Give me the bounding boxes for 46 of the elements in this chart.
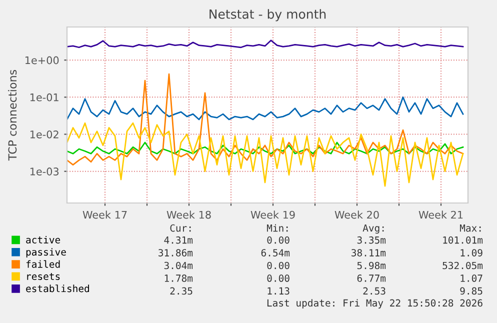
legend-label: established <box>26 284 89 292</box>
text: 5.98m <box>357 262 386 270</box>
text: Avg: <box>362 224 384 234</box>
x-tick-label: Week 19 <box>250 210 295 219</box>
text: Cur: <box>170 224 191 232</box>
y-tick-label: 1e+00 <box>25 56 59 64</box>
text: 1.07 <box>460 274 482 282</box>
legend-label: active <box>26 236 60 244</box>
text: Min: <box>266 224 288 232</box>
text: 6.77m <box>357 274 386 282</box>
x-tick-label: Week 20 <box>334 210 379 219</box>
text: 1.13 <box>268 287 290 295</box>
y-tick-label: 1e-03 <box>30 168 59 176</box>
x-tick-label: Week 21 <box>418 210 463 219</box>
text: 3.35m <box>357 236 386 244</box>
x-tick-label: Week 17 <box>82 210 127 219</box>
legend-label: failed <box>26 260 60 268</box>
line-series <box>67 142 464 154</box>
text: 9.85 <box>460 287 482 295</box>
text: 2.35 <box>170 287 192 295</box>
text: 0.00 <box>267 274 290 282</box>
y-tick-label: 1e-01 <box>30 93 58 102</box>
text: 0.00 <box>267 262 290 270</box>
line-series <box>67 73 464 166</box>
text: 6.54m <box>261 249 290 256</box>
legend-label: resets <box>27 273 60 280</box>
chart-title: Netstat - by month <box>210 9 326 22</box>
text: 38.11m <box>352 249 386 256</box>
text: 1.09 <box>460 249 482 256</box>
x-tick-label: Week 18 <box>166 210 211 219</box>
text: Last update: Fri May 22 15:50:28 2026 <box>267 299 482 309</box>
text: 1.78m <box>164 274 193 282</box>
line-series <box>67 40 464 48</box>
text: 3.04m <box>164 262 193 270</box>
text: Max: <box>460 224 481 232</box>
text: 2.53 <box>363 287 386 295</box>
text: 0.00 <box>267 236 290 244</box>
y-axis-title: TCP connections <box>8 70 17 161</box>
text: 532.05m <box>442 262 483 270</box>
line-series <box>67 122 464 187</box>
line-series <box>67 96 464 120</box>
text: 31.86m <box>158 249 193 256</box>
text: 4.31m <box>164 236 193 244</box>
y-tick-label: 1e-02 <box>30 130 58 138</box>
legend-label: passive <box>26 248 66 258</box>
text: 101.01m <box>443 236 483 244</box>
